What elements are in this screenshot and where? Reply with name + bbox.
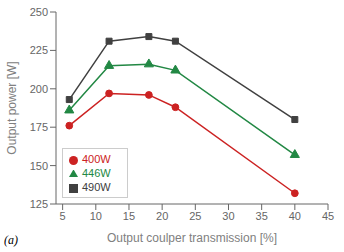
svg-text:45: 45 <box>322 210 334 222</box>
svg-text:200: 200 <box>30 83 48 95</box>
svg-text:125: 125 <box>30 198 48 210</box>
html-text:400W: 400W <box>82 153 111 165</box>
svg-text:Output coulper transmission [%: Output coulper transmission [%] <box>107 231 277 245</box>
svg-text:25: 25 <box>189 210 201 222</box>
svg-text:20: 20 <box>156 210 168 222</box>
svg-text:35: 35 <box>256 210 268 222</box>
svg-text:40: 40 <box>289 210 301 222</box>
svg-text:30: 30 <box>222 210 234 222</box>
svg-text:15: 15 <box>123 210 135 222</box>
svg-text:10: 10 <box>90 210 102 222</box>
svg-text:225: 225 <box>30 44 48 56</box>
html-text:490W: 490W <box>82 181 111 193</box>
html-text:446W: 446W <box>82 167 111 179</box>
svg-text:5: 5 <box>60 210 66 222</box>
html-text:(a): (a) <box>4 233 18 247</box>
svg-text:150: 150 <box>30 160 48 172</box>
svg-text:250: 250 <box>30 6 48 18</box>
svg-text:Output power [W]: Output power [W] <box>8 61 19 154</box>
svg-text:175: 175 <box>30 121 48 133</box>
